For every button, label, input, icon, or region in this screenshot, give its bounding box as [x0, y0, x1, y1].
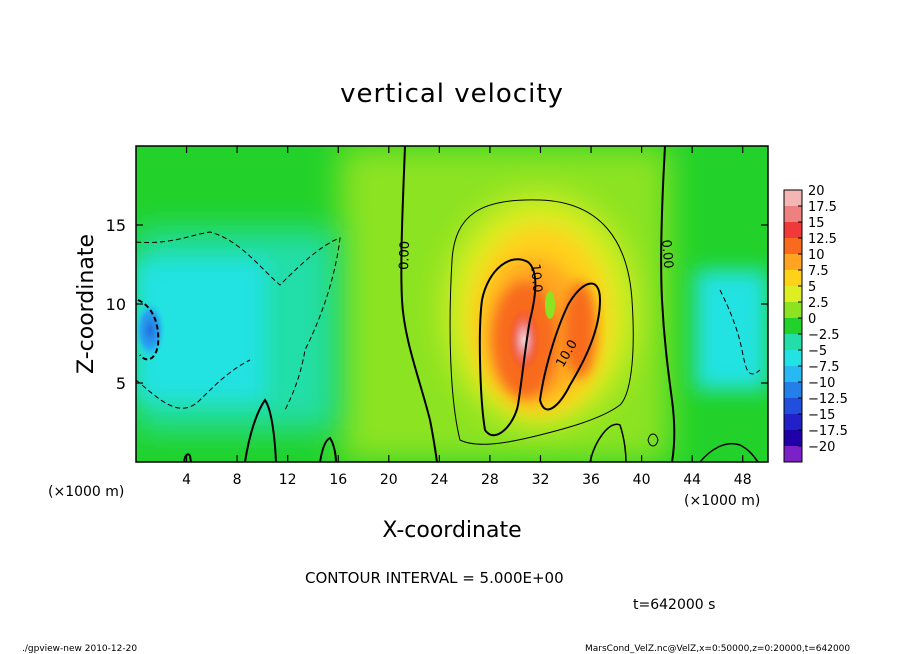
x-tick-label: 20: [380, 472, 398, 488]
colorbar: 2017.51512.5107.552.50−2.5−5−7.5−10−12.5…: [783, 184, 848, 463]
x-axis-label: X-coordinate: [382, 518, 521, 543]
colorbar-swatch: [784, 430, 802, 447]
colorbar-swatch: [784, 302, 802, 319]
colorbar-label: −20: [808, 440, 835, 455]
colorbar-swatch: [784, 206, 802, 223]
colorbar-label: −2.5: [808, 328, 840, 343]
colorbar-label: −15: [808, 408, 835, 423]
x-tick-label: 32: [532, 472, 550, 488]
colorbar-label: 7.5: [808, 264, 829, 279]
contour-interval: CONTOUR INTERVAL = 5.000E+00: [305, 569, 564, 587]
y-tick-label: 5: [116, 374, 126, 393]
colorbar-label: 10: [808, 248, 825, 263]
footer-right: MarsCond_VelZ.nc@VelZ,x=0:50000,z=0:2000…: [585, 644, 850, 654]
y-tick-label: 15: [106, 216, 126, 235]
x-tick-label: 16: [329, 472, 347, 488]
x-tick-label: 24: [430, 472, 448, 488]
colorbar-label: 2.5: [808, 296, 829, 311]
colorbar-swatch: [784, 398, 802, 415]
colorbar-label: −7.5: [808, 360, 840, 375]
colorbar-label: −17.5: [808, 424, 848, 439]
x-tick-label: 12: [279, 472, 297, 488]
colorbar-swatch: [784, 366, 802, 383]
contour-lines: [136, 146, 761, 462]
colorbar-swatch: [784, 334, 802, 351]
colorbar-label: −5: [808, 344, 827, 359]
colorbar-label: 20: [808, 184, 825, 199]
x-tick-label: 48: [734, 472, 752, 488]
x-axis-unit: (×1000 m): [48, 484, 124, 500]
contour-label-0: 0.00: [397, 241, 413, 270]
x-axis-ticks: 4 8 12 16 20 24 28 32 36 40 44 48: [182, 146, 752, 488]
time-label: t=642000 s: [633, 597, 715, 613]
x-tick-label: 8: [233, 472, 242, 488]
colorbar-swatch: [784, 318, 802, 335]
x-tick-label: 4: [182, 472, 191, 488]
x-tick-label: 36: [582, 472, 600, 488]
colorbar-label: 12.5: [808, 232, 837, 247]
colorbar-swatch: [784, 382, 802, 399]
x-tick-label: 28: [481, 472, 499, 488]
colorbar-swatch: [784, 286, 802, 303]
colorbar-swatch: [784, 190, 802, 207]
y-axis-unit: (×1000 m): [684, 493, 760, 509]
y-tick-label: 10: [106, 295, 126, 314]
x-tick-label: 44: [683, 472, 701, 488]
colorbar-swatch: [784, 222, 802, 239]
y-axis-label: Z-coordinate: [74, 234, 99, 374]
chart-title: vertical velocity: [340, 79, 564, 109]
x-tick-label: 40: [633, 472, 651, 488]
contour-label-1: 10.0: [527, 263, 544, 293]
colorbar-label: 15: [808, 216, 825, 231]
colorbar-swatch: [784, 254, 802, 271]
colorbar-label: 5: [808, 280, 816, 295]
colorbar-swatch: [784, 238, 802, 255]
colorbar-swatch: [784, 446, 802, 463]
colorbar-label: 0: [808, 312, 816, 327]
colorbar-swatch: [784, 350, 802, 367]
y-axis-ticks: 5 10 15: [106, 216, 768, 393]
colorbar-label: −12.5: [808, 392, 848, 407]
colorbar-swatch: [784, 270, 802, 287]
footer-left: ./gpview-new 2010-12-20: [22, 644, 137, 654]
contour-label-3: 0.00: [658, 239, 675, 269]
colorbar-swatch: [784, 414, 802, 431]
colorbar-frame: [783, 189, 803, 463]
colorbar-label: 17.5: [808, 200, 837, 215]
colorbar-label: −10: [808, 376, 835, 391]
